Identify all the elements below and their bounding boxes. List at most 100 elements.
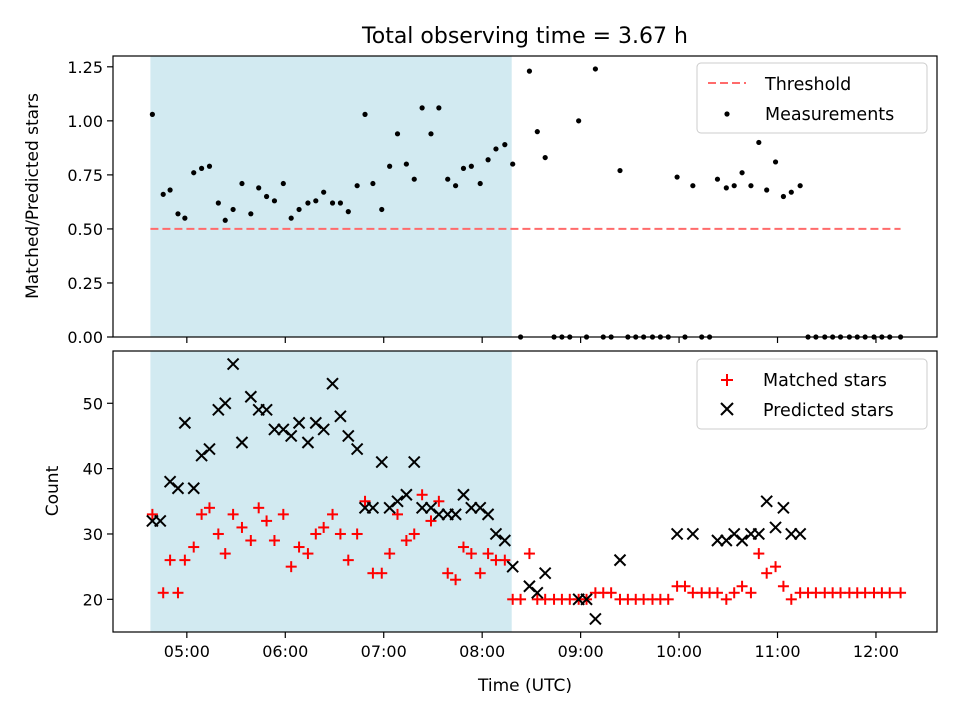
predicted-stars-point bbox=[219, 397, 232, 410]
matched-stars-point bbox=[736, 580, 748, 592]
predicted-stars-point bbox=[760, 495, 773, 508]
measurement-point bbox=[175, 211, 181, 217]
predicted-stars-point bbox=[589, 612, 602, 626]
matched-stars-point bbox=[392, 508, 404, 520]
measurement-point bbox=[756, 139, 762, 146]
measurements-legend-label: Measurements bbox=[765, 105, 894, 125]
predicted-stars-point bbox=[415, 501, 429, 515]
matched-stars-point bbox=[219, 548, 231, 560]
measurement-point bbox=[160, 191, 166, 197]
measurement-point bbox=[739, 170, 745, 176]
measurement-point bbox=[394, 131, 401, 137]
matched-stars-point bbox=[482, 548, 494, 560]
y-tick-label: 1.00 bbox=[67, 112, 103, 131]
measurement-point bbox=[731, 183, 737, 189]
measurement-point bbox=[239, 180, 245, 187]
measurement-point bbox=[445, 176, 451, 182]
matched-stars-point bbox=[302, 548, 314, 560]
matched-stars-point bbox=[745, 587, 757, 599]
x-tick-label: 07:00 bbox=[361, 642, 407, 661]
matched-stars-point bbox=[416, 489, 428, 501]
y-tick-label: 1.25 bbox=[67, 58, 103, 77]
matched-stars-point bbox=[523, 548, 535, 560]
x-tick-label: 09:00 bbox=[558, 642, 604, 661]
matched-stars-point bbox=[318, 521, 330, 533]
measurement-point bbox=[797, 183, 803, 189]
y-tick-label: 40 bbox=[83, 460, 103, 479]
measurement-point bbox=[510, 161, 516, 167]
measurement-point bbox=[256, 185, 262, 191]
count-marks bbox=[146, 357, 907, 626]
matched-stars-point bbox=[433, 495, 445, 507]
measurement-point bbox=[617, 167, 623, 174]
x-tick-label: 08:00 bbox=[459, 642, 505, 661]
ratio-marks bbox=[149, 66, 904, 340]
matched-stars-point bbox=[376, 567, 388, 579]
measurement-point bbox=[576, 118, 582, 124]
measurement-point bbox=[428, 131, 434, 137]
predicted-stars-point bbox=[457, 488, 470, 501]
measurement-point bbox=[387, 163, 393, 169]
measurement-point bbox=[526, 68, 533, 74]
measurement-point bbox=[534, 129, 540, 135]
count-axes-frame bbox=[112, 350, 938, 633]
predicted-stars-point bbox=[226, 357, 240, 371]
matched-legend-label: Matched stars bbox=[763, 371, 887, 391]
measurement-point bbox=[321, 189, 327, 195]
measurement-point bbox=[329, 200, 336, 206]
measurement-point bbox=[149, 111, 155, 117]
measurement-point bbox=[167, 187, 173, 193]
measurement-point bbox=[271, 198, 278, 204]
matched-stars-point bbox=[227, 508, 239, 520]
count-legend-box bbox=[696, 358, 928, 430]
predicted-stars-point bbox=[506, 560, 519, 573]
predicted-stars-point bbox=[769, 521, 782, 534]
predicted-stars-point bbox=[432, 508, 446, 521]
ratio-legend-box bbox=[696, 62, 928, 134]
matched-stars-point bbox=[253, 502, 265, 514]
matched-stars-point bbox=[450, 574, 462, 586]
measurement-point bbox=[468, 163, 474, 169]
observing-window-highlight bbox=[150, 56, 512, 337]
predicted-stars-point bbox=[400, 488, 413, 501]
measurement-point bbox=[788, 189, 794, 195]
matched-stars-point bbox=[157, 587, 169, 599]
predicted-stars-point bbox=[465, 501, 478, 515]
ratio-x-ticks bbox=[186, 337, 877, 343]
measurement-point bbox=[690, 183, 696, 189]
matched-stars-point bbox=[785, 593, 797, 605]
predicted-stars-point bbox=[777, 501, 790, 515]
matched-stars-point bbox=[179, 554, 191, 566]
measurements-legend-swatch bbox=[724, 111, 730, 117]
measurement-point bbox=[370, 180, 376, 187]
predicted-stars-point bbox=[334, 410, 347, 423]
measurement-point bbox=[288, 215, 294, 221]
measurement-point bbox=[419, 105, 425, 111]
y-tick-label: 0.00 bbox=[67, 328, 103, 347]
matched-stars-point bbox=[408, 528, 420, 540]
matched-stars-point bbox=[605, 587, 617, 599]
measurement-point bbox=[403, 161, 409, 167]
predicted-stars-point bbox=[785, 527, 798, 541]
measurement-point bbox=[772, 159, 779, 165]
y-tick-label: 0.50 bbox=[67, 220, 103, 239]
measurement-point bbox=[230, 206, 236, 213]
ratio-legend: Threshold Measurements bbox=[696, 62, 928, 134]
predicted-stars-point bbox=[154, 514, 167, 528]
predicted-stars-point bbox=[235, 436, 249, 449]
matched-stars-point bbox=[753, 548, 765, 560]
measurement-point bbox=[723, 185, 729, 191]
measurement-point bbox=[337, 200, 344, 206]
matched-legend-swatch bbox=[721, 374, 733, 386]
matched-stars-point bbox=[196, 508, 208, 520]
measurement-point bbox=[362, 111, 368, 117]
x-tick-label: 05:00 bbox=[164, 642, 210, 661]
predicted-stars-point bbox=[613, 553, 627, 567]
matched-stars-point bbox=[442, 567, 454, 579]
predicted-stars-point bbox=[481, 508, 495, 521]
ratio-axes-frame bbox=[112, 55, 938, 338]
matched-stars-point bbox=[310, 528, 322, 540]
x-tick-label: 06:00 bbox=[262, 642, 308, 661]
predicted-stars-point bbox=[317, 423, 330, 436]
